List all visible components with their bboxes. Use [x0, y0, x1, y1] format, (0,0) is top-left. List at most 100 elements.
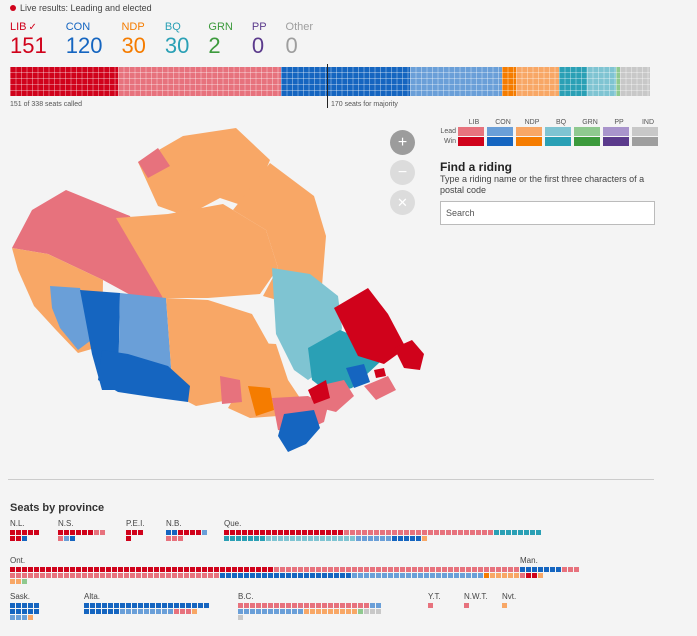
seat-block-con-w [28, 609, 33, 614]
seat-block-lib-w [202, 567, 207, 572]
seat-block-lib-l [94, 530, 99, 535]
seat-block-lib-l [328, 603, 333, 608]
province-label: Man. [520, 556, 538, 565]
map-region-new-brunswick[interactable] [346, 364, 370, 388]
seat-block-con-l [466, 573, 471, 578]
party-total-other: Other 0 [286, 21, 314, 57]
map-region-ontario-orange[interactable] [248, 386, 274, 416]
seat-block-con-w [232, 573, 237, 578]
map-region-newfoundland[interactable] [394, 340, 424, 370]
seat-block-lib-w [16, 567, 21, 572]
seat-block-lib-w [236, 530, 241, 535]
seat-block-con-w [346, 573, 351, 578]
map-region-ontario-red[interactable] [220, 376, 242, 404]
seat-block-lib-l [316, 567, 321, 572]
seat-block-con-l [356, 536, 361, 541]
seat-block-lib-l [452, 530, 457, 535]
reset-map-button[interactable]: ✕ [390, 190, 415, 215]
seat-block-bq-l [296, 536, 301, 541]
legend-swatch-ndp-lead [516, 127, 542, 136]
map-region-nova-scotia[interactable] [364, 376, 396, 400]
zoom-out-button[interactable]: − [390, 160, 415, 185]
province-yt: Y.T. [428, 592, 441, 608]
province-label: Y.T. [428, 592, 441, 601]
seat-block-lib-l [322, 567, 327, 572]
map-region-eastern-ontario[interactable] [278, 410, 320, 452]
seat-block-bq-l [290, 536, 295, 541]
seat-block-lib-l [394, 567, 399, 572]
map-region-quebec-city[interactable] [308, 380, 330, 404]
majority-marker [327, 64, 328, 108]
seat-block-lib-l [268, 603, 273, 608]
seat-block-bq-l [284, 536, 289, 541]
seat-block-con-l [454, 573, 459, 578]
seat-block-lib-w [208, 567, 213, 572]
legend-swatch-pp-win [603, 137, 629, 146]
seat-block-lib-l [250, 603, 255, 608]
seat-block-ndp-l [502, 603, 507, 608]
seat-block-lib-l [184, 573, 189, 578]
province-alta: Alta. [84, 592, 210, 614]
seat-block-bq-w [512, 530, 517, 535]
seat-block-lib-w [16, 530, 21, 535]
map-region-labrador[interactable] [334, 288, 406, 364]
map-region-prairie-south[interactable] [98, 350, 190, 402]
seat-block-lib-w [196, 530, 201, 535]
seat-block-lib-l [352, 567, 357, 572]
seat-block-bq-l [332, 536, 337, 541]
seat-block-lib-w [272, 530, 277, 535]
seat-block-con-l [274, 609, 279, 614]
seat-block-lib-l [118, 573, 123, 578]
seat-block-lib-l [380, 530, 385, 535]
seat-block-con-w [256, 573, 261, 578]
seat-block-lib-l [346, 603, 351, 608]
riding-search-input[interactable] [440, 201, 655, 225]
seat-block-lib-l [478, 567, 483, 572]
seat-block-lib-l [16, 573, 21, 578]
seat-block-lib-l [446, 530, 451, 535]
seat-block-lib-w [260, 530, 265, 535]
seat-block-con-w [150, 603, 155, 608]
seat-block-bq-w [254, 536, 259, 541]
seat-block-lib-l [112, 573, 117, 578]
seat-block-lib-w [254, 530, 259, 535]
map-region-pei[interactable] [374, 368, 386, 378]
seats-by-province-title: Seats by province [10, 502, 105, 514]
seat-block-lib-w [532, 573, 537, 578]
seat-block-lib-l [458, 530, 463, 535]
seat-block-con-w [250, 573, 255, 578]
riding-map[interactable] [8, 118, 438, 478]
seat-block-lib-l [370, 567, 375, 572]
party-totals: LIB ✓ 151 CON 120 NDP 30 BQ 30 GRN 2 PP 0… [10, 21, 332, 57]
province-seat-blocks [238, 603, 382, 620]
province-seat-blocks [464, 603, 470, 608]
party-code: CON [65, 21, 91, 33]
seat-block-con-l [418, 573, 423, 578]
map-region-nunavut[interactable] [233, 163, 326, 302]
seat-block-lib-l [434, 530, 439, 535]
seat-block-lib-l [428, 603, 433, 608]
seat-block-con-w [22, 536, 27, 541]
seat-block-ndp-l [346, 609, 351, 614]
province-label: Ont. [10, 556, 26, 565]
seat-block-con-w [138, 603, 143, 608]
province-label: Que. [224, 519, 242, 528]
seat-block-lib-l [166, 536, 171, 541]
seat-block-lib-l [484, 567, 489, 572]
legend-row-win: Win [428, 137, 663, 146]
seat-block-ndp-l [490, 573, 495, 578]
seat-block-lib-l [362, 530, 367, 535]
seat-block-lib-l [40, 573, 45, 578]
seat-block-lib-l [440, 530, 445, 535]
seat-block-lib-l [304, 603, 309, 608]
zoom-in-button[interactable]: + [390, 130, 415, 155]
seat-block-con-w [532, 567, 537, 572]
seat-block-con-l [120, 609, 125, 614]
map-region-nwt[interactable] [116, 204, 278, 298]
map-region-arctic-islands[interactable] [138, 128, 270, 216]
seat-block-lib-w [244, 567, 249, 572]
province-label: Alta. [84, 592, 101, 601]
legend-header: IND [641, 119, 655, 126]
seat-block-con-w [198, 603, 203, 608]
map-region-northern-island[interactable] [138, 148, 170, 178]
